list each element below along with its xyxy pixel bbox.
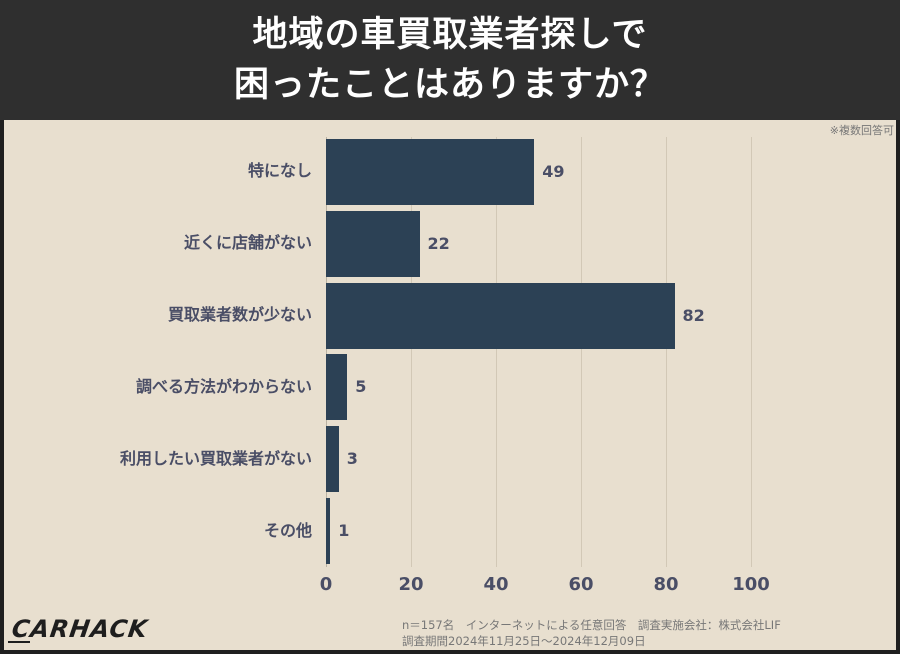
multiple-answers-note: ※複数回答可 (829, 124, 894, 137)
grid-line-80 (666, 137, 667, 567)
bar (326, 139, 535, 205)
axis-zero-line (326, 137, 327, 567)
category-label: 利用したい買取業者がない (119, 449, 312, 468)
title-line-1: 地域の車買取業者探しで (252, 15, 648, 55)
grid-line-60 (581, 137, 582, 567)
bar (326, 426, 339, 492)
category-label: その他 (263, 521, 312, 540)
grid-line-40 (496, 137, 497, 567)
x-tick-label: 0 (319, 574, 333, 595)
x-tick-label: 20 (398, 574, 424, 595)
value-label: 5 (355, 377, 367, 396)
grid-line-100 (751, 137, 752, 567)
bar (326, 354, 348, 420)
category-label: 特になし (247, 161, 312, 180)
value-label: 3 (346, 449, 358, 468)
bar (326, 211, 420, 277)
grid-line-20 (411, 137, 412, 567)
x-tick-label: 80 (653, 574, 679, 595)
x-tick-label: 60 (568, 574, 594, 595)
survey-info: n＝157名 インターネットによる任意回答 調査実施会社：株式会社LIF (402, 618, 781, 632)
chart-header: 地域の車買取業者探しで 困ったことはありますか？ (0, 0, 900, 120)
x-tick-label: 40 (483, 574, 509, 595)
logo-speed-line (8, 641, 30, 643)
x-tick-label: 100 (732, 574, 770, 595)
frame-left (0, 120, 4, 654)
chart-panel (4, 120, 896, 654)
title-line-2: 困ったことはありますか？ (233, 65, 666, 105)
frame-bottom (0, 650, 900, 654)
category-label: 近くに店舗がない (183, 233, 312, 252)
category-label: 調べる方法がわからない (135, 377, 312, 396)
value-label: 1 (338, 521, 350, 540)
bar (326, 283, 675, 349)
category-label: 買取業者数が少ない (167, 305, 312, 324)
value-label: 22 (427, 234, 450, 253)
frame-right (896, 120, 900, 654)
value-label: 82 (682, 306, 705, 325)
carhack-logo: CARHACK (10, 615, 150, 643)
value-label: 49 (542, 162, 565, 181)
bar (326, 498, 331, 564)
survey-period: 調査期間2024年11月25日～2024年12月09日 (402, 634, 646, 648)
